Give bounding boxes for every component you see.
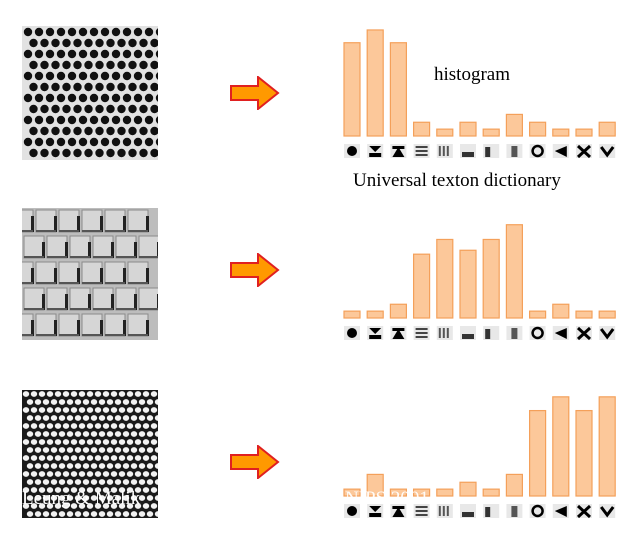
texton-glyph-icon bbox=[436, 504, 453, 518]
histogram-bar bbox=[505, 473, 523, 497]
texton-glyph-icon bbox=[390, 326, 407, 340]
texton-glyph-icon bbox=[506, 504, 523, 518]
texture-grid-svg bbox=[22, 208, 158, 340]
histogram-bar bbox=[482, 128, 500, 137]
histogram-bar bbox=[389, 488, 408, 497]
texton-glyph-icon bbox=[344, 144, 360, 158]
histogram-bar bbox=[459, 249, 477, 319]
histogram-bar bbox=[436, 238, 454, 319]
histogram-chart-3 bbox=[340, 380, 620, 525]
histogram-bar bbox=[366, 310, 384, 319]
histogram-bar bbox=[598, 121, 616, 137]
texton-glyph-icon bbox=[552, 144, 569, 158]
texton-glyph-icon bbox=[529, 144, 546, 158]
texture-mesh-svg bbox=[22, 390, 158, 518]
texton-glyph-icon bbox=[460, 504, 476, 518]
histogram-bar bbox=[366, 473, 384, 497]
texton-glyph-icon bbox=[599, 144, 616, 158]
texton-glyph-icon bbox=[390, 144, 407, 158]
texture-image-mesh bbox=[22, 390, 158, 518]
histogram-bar bbox=[482, 238, 500, 319]
texton-glyph-icon bbox=[483, 326, 500, 340]
arrow-icon bbox=[230, 443, 280, 484]
texton-glyph-icon bbox=[529, 504, 546, 518]
texton-glyph-icon bbox=[390, 504, 407, 518]
texton-glyph-icon bbox=[552, 326, 569, 340]
texton-dictionary-label: Universal texton dictionary bbox=[353, 170, 561, 191]
texton-glyph-icon bbox=[552, 504, 569, 518]
histogram-bar bbox=[436, 128, 454, 137]
texton-glyph-icon bbox=[436, 326, 453, 340]
texton-glyph-icon bbox=[529, 326, 546, 340]
histogram-bar bbox=[389, 42, 408, 137]
histogram-bar bbox=[575, 310, 593, 319]
histogram-bar bbox=[343, 488, 361, 497]
histogram-bar bbox=[412, 488, 431, 497]
histogram-bar bbox=[505, 224, 523, 319]
histogram-bar bbox=[436, 488, 454, 497]
histogram-bar bbox=[598, 396, 616, 497]
histogram-bar bbox=[343, 42, 361, 137]
texton-glyph-icon bbox=[576, 144, 592, 159]
texton-glyph-icon bbox=[344, 326, 360, 340]
histogram-chart-1 bbox=[340, 20, 620, 165]
texture-holes-svg bbox=[22, 26, 158, 160]
histogram-bar bbox=[575, 128, 593, 137]
credit-right: NIPS 2001 bbox=[345, 488, 429, 509]
texton-glyph-icon bbox=[344, 504, 360, 518]
histogram-bar bbox=[459, 481, 477, 497]
histogram-bar bbox=[505, 113, 523, 137]
histogram-bar bbox=[412, 253, 431, 319]
texton-glyph-icon bbox=[599, 326, 616, 340]
texton-glyph-icon bbox=[506, 144, 523, 158]
histogram-bar bbox=[552, 396, 570, 497]
texture-image-holes bbox=[22, 26, 158, 160]
histogram-bar bbox=[529, 409, 547, 497]
texton-glyph-icon bbox=[367, 326, 384, 340]
histogram-bar bbox=[366, 29, 384, 137]
texton-glyph-icon bbox=[483, 144, 500, 158]
texton-glyph-icon bbox=[367, 504, 384, 518]
texton-glyph-icon bbox=[576, 504, 592, 519]
texton-glyph-icon bbox=[413, 144, 430, 158]
histogram-bar bbox=[343, 310, 361, 319]
histogram-bar bbox=[598, 310, 616, 319]
histogram-label: histogram bbox=[434, 64, 510, 85]
texton-glyph-icon bbox=[413, 326, 430, 340]
texton-glyph-icon bbox=[436, 144, 453, 158]
histogram-bar bbox=[529, 310, 547, 319]
texture-image-grid bbox=[22, 208, 158, 340]
histogram-bar bbox=[389, 303, 408, 319]
histogram-bar bbox=[482, 488, 500, 497]
histogram-chart-2 bbox=[340, 202, 620, 347]
texton-glyph-icon bbox=[576, 326, 592, 341]
histogram-bar bbox=[552, 128, 570, 137]
texton-glyph-icon bbox=[506, 326, 523, 340]
credit-left: Leung & Malik bbox=[22, 488, 141, 509]
texton-glyph-icon bbox=[460, 144, 476, 158]
histogram-bar bbox=[459, 121, 477, 137]
texton-glyph-icon bbox=[483, 504, 500, 518]
histogram-bar bbox=[529, 121, 547, 137]
histogram-bar bbox=[552, 303, 570, 319]
texton-glyph-icon bbox=[413, 504, 430, 518]
arrow-icon bbox=[230, 74, 280, 115]
arrow-icon bbox=[230, 251, 280, 292]
histogram-bar bbox=[575, 409, 593, 497]
histogram-bar bbox=[412, 121, 431, 137]
texton-glyph-icon bbox=[599, 504, 616, 518]
texton-glyph-icon bbox=[460, 326, 476, 340]
texton-glyph-icon bbox=[367, 144, 384, 158]
